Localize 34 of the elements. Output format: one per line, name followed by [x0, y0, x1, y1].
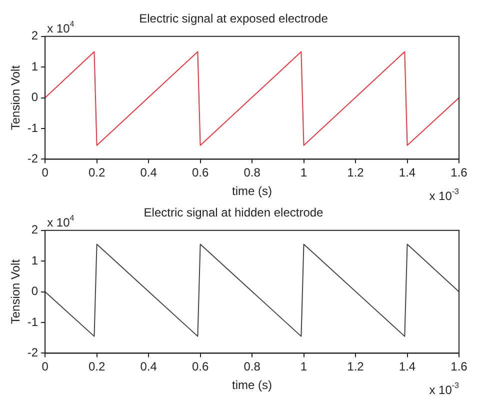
x-tick-label: 1 — [300, 166, 308, 180]
x-tick-label: 1.4 — [398, 360, 416, 374]
y-tick-label: -2 — [27, 152, 38, 166]
x-tick-label: 0.2 — [88, 360, 106, 374]
x-tick-label: 0.8 — [244, 360, 261, 374]
x-tick-label: 0.2 — [88, 166, 106, 180]
y-tick-label: 1 — [31, 253, 38, 268]
x-tick-label: 0.6 — [192, 166, 209, 180]
chart-title: Electric signal at exposed electrode — [139, 12, 328, 26]
y-tick-label: 2 — [31, 28, 38, 43]
y-tick-label: 0 — [31, 90, 38, 104]
y-tick-label: 1 — [31, 59, 38, 74]
x-tick-label: 0 — [42, 360, 49, 374]
y-tick-label: 0 — [31, 284, 38, 298]
x-tick-label: 1.2 — [347, 360, 364, 374]
x-tick-label: 1.6 — [450, 360, 468, 374]
x-tick-label: 1.4 — [398, 166, 416, 180]
x-axis-title: time (s) — [232, 378, 272, 392]
y-axis-title: Tension Volt — [8, 64, 23, 130]
x-tick-label: 0.4 — [140, 166, 158, 180]
x-tick-label: 0 — [42, 166, 49, 180]
x-tick-label: 1.2 — [347, 166, 364, 180]
y-tick-label: -1 — [27, 120, 38, 135]
y-axis-title: Tension Volt — [8, 258, 23, 324]
y-tick-label: -2 — [27, 346, 38, 360]
x-tick-label: 0.6 — [192, 360, 209, 374]
x-tick-label: 1 — [300, 360, 308, 374]
chart-title: Electric signal at hidden electrode — [144, 206, 324, 220]
x-tick-label: 0.4 — [140, 360, 158, 374]
x-tick-label: 0.8 — [244, 166, 261, 180]
y-tick-label: 2 — [31, 222, 38, 237]
x-tick-label: 1.6 — [450, 166, 468, 180]
x-axis-title: time (s) — [232, 184, 272, 198]
y-tick-label: -1 — [27, 314, 38, 329]
